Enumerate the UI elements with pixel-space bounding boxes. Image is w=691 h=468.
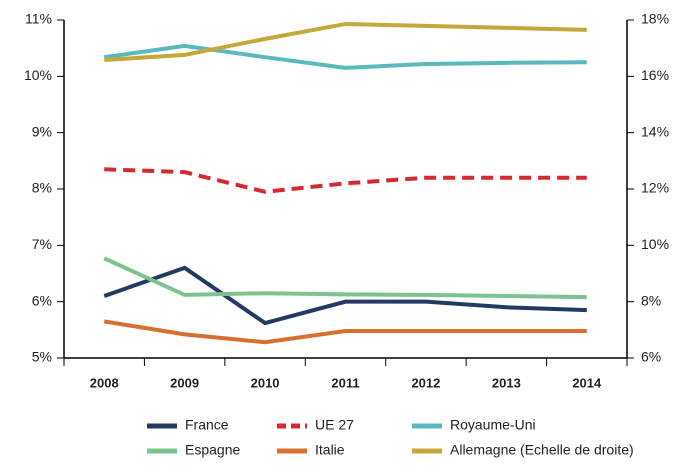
- y-tick-label: 8%: [32, 180, 52, 196]
- y-tick-label: 5%: [32, 349, 52, 365]
- series-line: [104, 21, 587, 62]
- legend-label: Espagne: [185, 442, 240, 458]
- y2-tick-label: 6%: [641, 349, 661, 365]
- x-tick-label: 2013: [492, 375, 521, 390]
- y-tick-label: 10%: [24, 67, 52, 83]
- legend-label: France: [185, 417, 229, 433]
- x-tick-label: 2012: [411, 375, 440, 390]
- y2-tick-label: 10%: [641, 236, 669, 252]
- y2-tick-label: 12%: [641, 180, 669, 196]
- y2-tick-label: 16%: [641, 67, 669, 83]
- y2-tick-label: 18%: [641, 11, 669, 27]
- legend-label: Royaume-Uni: [450, 417, 536, 433]
- series-line: [103, 256, 587, 300]
- x-tick-label: 2009: [170, 375, 199, 390]
- series-line: [104, 167, 587, 194]
- series-line: [103, 43, 587, 70]
- x-tick-label: 2011: [331, 375, 359, 390]
- series-line: [103, 319, 587, 345]
- y-tick-label: 6%: [32, 292, 52, 308]
- y-tick-label: 11%: [25, 11, 52, 27]
- legend-label: Allemagne (Echelle de droite): [450, 442, 634, 458]
- legend-label: Italie: [315, 442, 345, 458]
- y2-tick-label: 8%: [641, 292, 661, 308]
- legend-label: UE 27: [315, 417, 354, 433]
- y-tick-label: 7%: [32, 236, 52, 252]
- x-tick-label: 2010: [251, 375, 280, 390]
- x-tick-label: 2008: [90, 375, 119, 390]
- y-tick-label: 9%: [32, 123, 52, 139]
- x-tick-label: 2014: [572, 375, 602, 390]
- y2-tick-label: 14%: [641, 123, 669, 139]
- series-line: [103, 265, 587, 326]
